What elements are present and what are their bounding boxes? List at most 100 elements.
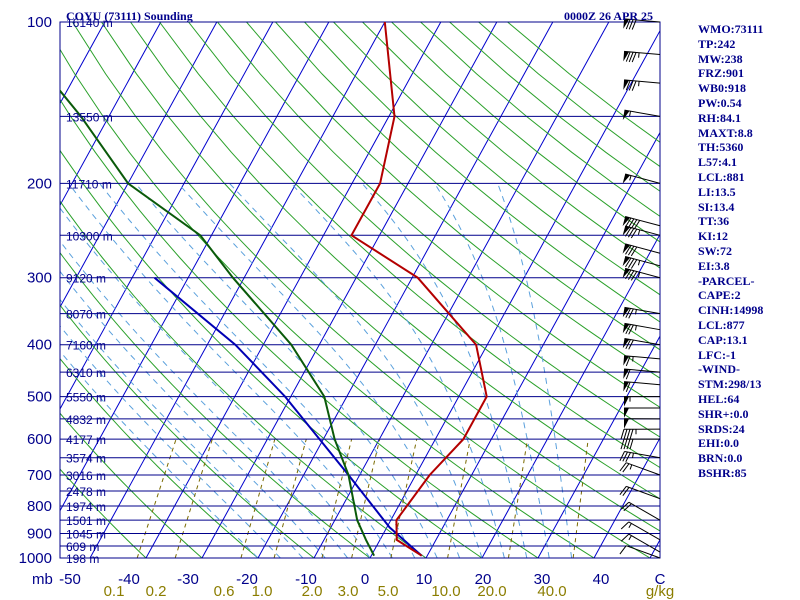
- barb-flag: [620, 533, 630, 542]
- barb-flag: [622, 451, 628, 462]
- barb-pennant: [623, 79, 630, 90]
- moist-adiabat-line: [361, 183, 528, 558]
- index-line: SHR+:0.0: [698, 406, 749, 421]
- plot-frame: [59, 21, 661, 559]
- barb-flag: [625, 257, 632, 268]
- barb-half-flag: [629, 111, 631, 117]
- index-line: MAXT:8.8: [698, 125, 753, 140]
- mixing-ratio-label: 40.0: [537, 583, 566, 600]
- chart-series: [60, 22, 488, 557]
- pressure-tick-label: 200: [27, 175, 52, 192]
- barb-half-flag: [637, 260, 641, 266]
- isotherm-line: [537, 335, 660, 558]
- barb-staff: [626, 545, 661, 559]
- barb-half-flag: [629, 175, 632, 181]
- isotherm-line: [60, 22, 218, 309]
- barb-flag: [625, 80, 631, 91]
- isotherm-line: [313, 22, 610, 558]
- barb-flag: [620, 501, 630, 510]
- parcel-trace: [153, 276, 423, 557]
- index-line: SW:72: [698, 243, 733, 258]
- height-label: 13550 m: [66, 110, 113, 124]
- temperature-tick-label: C: [655, 571, 666, 588]
- wind-barb: [623, 368, 661, 380]
- barb-staff: [624, 79, 661, 84]
- height-label: 3574 m: [66, 452, 106, 466]
- height-label: 609 m: [66, 540, 99, 554]
- index-line: KI:12: [698, 229, 728, 244]
- wind-barb: [620, 521, 661, 541]
- index-line: L57:4.1: [698, 155, 737, 170]
- pressure-tick-label: 800: [27, 498, 52, 515]
- barb-flag: [627, 228, 635, 238]
- isotherm-line: [89, 22, 386, 558]
- chart-grid: [60, 22, 660, 558]
- barb-flag: [625, 308, 631, 318]
- barb-flag: [625, 51, 631, 62]
- index-line: -PARCEL-: [698, 273, 755, 288]
- barb-flag: [619, 462, 627, 472]
- isotherm-line: [257, 22, 554, 558]
- barb-flag: [627, 258, 635, 268]
- barb-flag: [625, 269, 632, 280]
- mixing-ratio-line: [572, 439, 589, 558]
- index-line: LCL:881: [698, 169, 745, 184]
- wind-barb: [620, 501, 661, 521]
- height-label: 1501 m: [66, 514, 106, 528]
- wind-barb: [619, 485, 661, 500]
- barb-half-flag: [638, 81, 640, 87]
- mixing-ratio-label: 1.0: [252, 583, 273, 600]
- pressure-tick-label: 100: [27, 14, 52, 31]
- index-line: STM:298/13: [698, 377, 762, 392]
- barb-flag: [628, 339, 634, 350]
- barb-pennant: [622, 110, 630, 120]
- moist-adiabat-line: [135, 183, 438, 558]
- barb-flag: [620, 429, 625, 440]
- index-line: -WIND-: [698, 362, 740, 377]
- barb-flag: [628, 52, 634, 63]
- barb-flag: [619, 486, 627, 496]
- mixing-ratio-line: [507, 439, 528, 558]
- dry-adiabat-line: [72, 22, 651, 558]
- barb-half-flag: [629, 464, 633, 470]
- barb-half-flag: [635, 325, 637, 331]
- barb-flag: [628, 19, 634, 30]
- index-line: LCL:877: [698, 317, 745, 332]
- wind-barb: [623, 18, 661, 30]
- barb-half-flag: [632, 452, 634, 459]
- barb-flag: [630, 228, 638, 239]
- barb-half-flag: [628, 535, 632, 541]
- height-label: 6310 m: [66, 366, 106, 380]
- wind-barb: [622, 216, 661, 230]
- index-line: LFC:-1: [698, 347, 736, 362]
- barb-pennant: [622, 243, 631, 254]
- barb-flag: [628, 308, 634, 319]
- barb-flag: [625, 339, 631, 350]
- isotherm-line: [369, 29, 660, 558]
- wind-barb: [623, 50, 661, 63]
- index-line: FRZ:901: [698, 66, 744, 81]
- barb-flag: [622, 463, 630, 473]
- barb-staff: [626, 485, 661, 500]
- barb-staff: [624, 322, 661, 331]
- index-line: SRDS:24: [698, 421, 745, 436]
- mixing-ratio-label: 10.0: [431, 583, 460, 600]
- isotherm-line: [481, 233, 660, 558]
- moist-adiabat-line: [497, 183, 573, 558]
- barb-pennant: [622, 307, 630, 318]
- barb-flag: [625, 381, 631, 392]
- barb-pennant: [623, 381, 630, 392]
- wind-barb: [622, 306, 661, 319]
- mixing-ratio-label: 0.1: [104, 583, 125, 600]
- wind-barbs: [619, 18, 661, 559]
- wind-barb: [620, 428, 661, 440]
- height-label: 7160 m: [66, 339, 106, 353]
- pressure-tick-label: 1000: [19, 550, 52, 567]
- barb-half-flag: [635, 309, 637, 315]
- barb-flag: [623, 429, 628, 440]
- index-line: PW:0.54: [698, 95, 742, 110]
- barb-half-flag: [637, 272, 641, 278]
- isotherm-line: [201, 22, 498, 558]
- temperature-tick-label: -40: [118, 571, 140, 588]
